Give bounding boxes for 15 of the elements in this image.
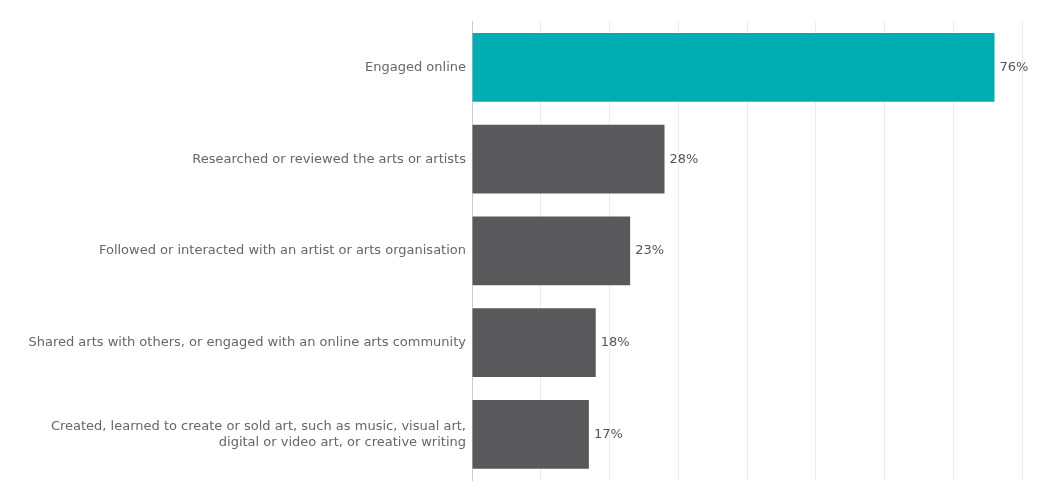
data-label: 17% [593, 425, 623, 441]
y-tick-label: Researched or reviewed the arts or artists [192, 150, 467, 166]
data-label: 23% [635, 242, 665, 258]
y-tick-label: Followed or interacted with an artist or arts organisation [98, 242, 466, 258]
bar [472, 308, 596, 378]
bar [472, 33, 995, 102]
y-tick-label: Engaged online [365, 58, 466, 74]
y-tick-label: Created, learned to create or sold art, such as music, visual art, digital or video art, or creative writing [50, 417, 466, 449]
bar [472, 216, 631, 286]
y-tick-label: Shared arts with others, or engaged with an online arts community [28, 333, 467, 349]
data-label: 76% [999, 58, 1029, 74]
data-label: 28% [669, 150, 699, 166]
bar [472, 399, 589, 469]
data-label: 18% [600, 333, 630, 349]
bar [472, 124, 665, 194]
